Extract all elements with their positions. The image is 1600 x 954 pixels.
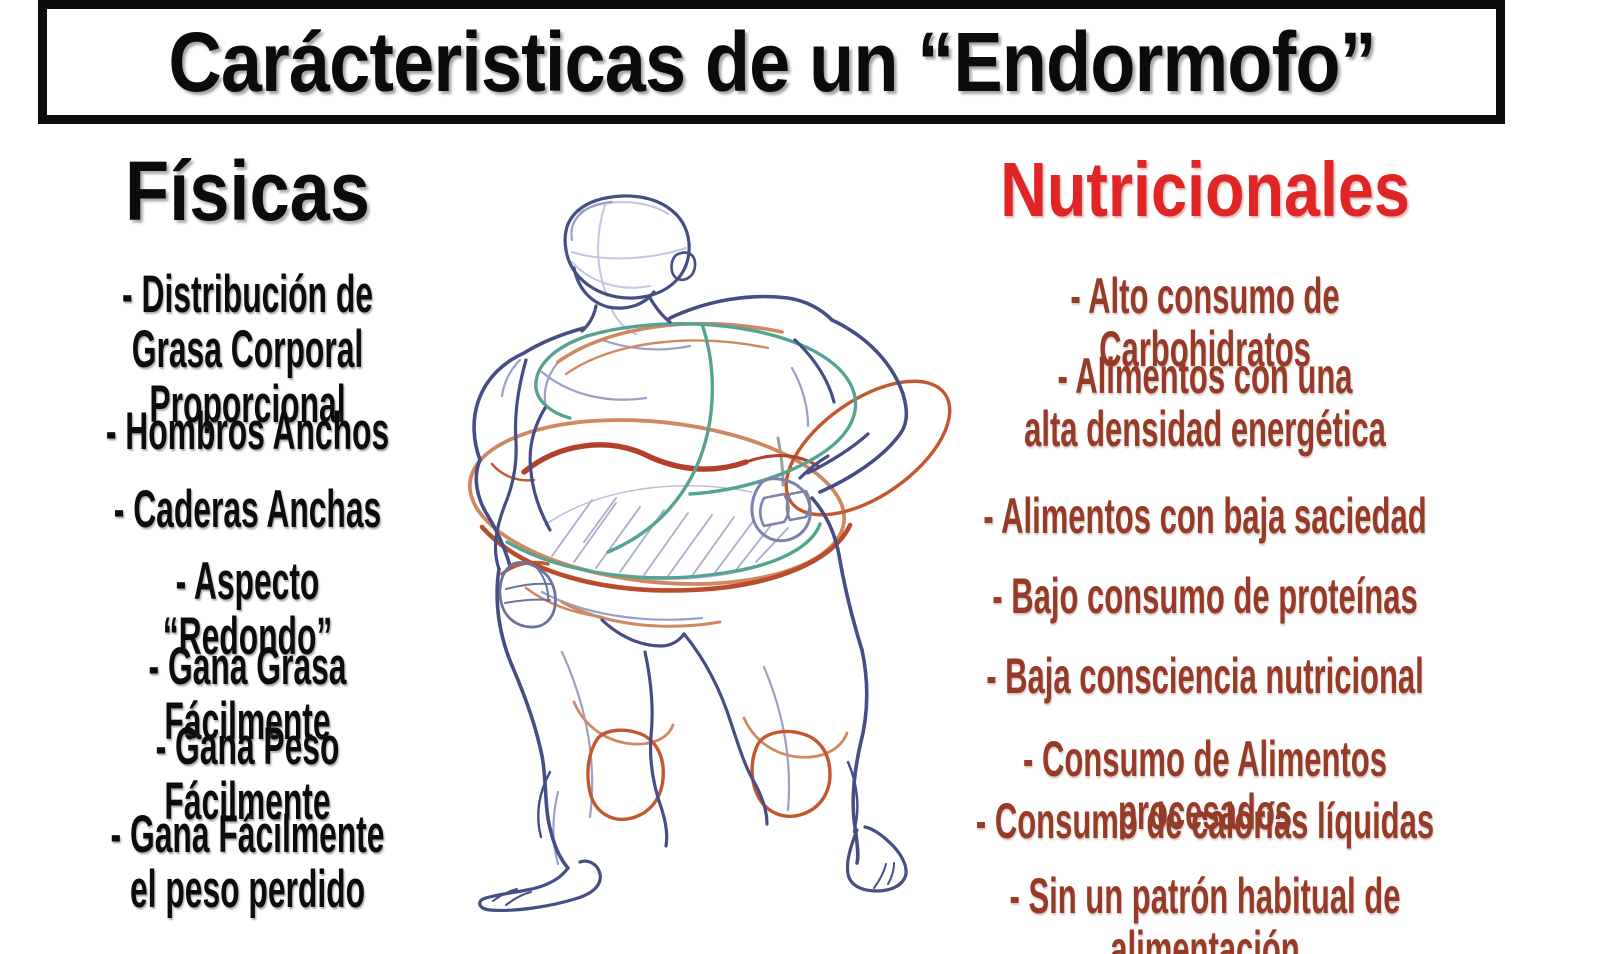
nutritional-item-carbs: - Alto consumo de Carbohidratos (1070, 268, 1340, 377)
physical-item-wide-hips: - Caderas Anchas (113, 480, 382, 539)
body-outline (472, 194, 909, 912)
red-swoosh (521, 442, 820, 475)
physical-item-fat-distribution: - Distribución de Grasa Corporal Proporc… (122, 265, 373, 435)
physical-item-round-look: - Aspecto “Redondo” (162, 552, 333, 667)
nutritional-item-no-pattern: - Sin un patrón habitual de alimentación (1009, 868, 1401, 954)
construction-lines (571, 201, 687, 335)
body-sketch-figure (467, 194, 952, 912)
title-box: Carácteristicas de un “Endormofo” (38, 0, 1505, 124)
physical-item-wide-shoulders: - Hombros Anchos (105, 402, 390, 461)
nutritional-item-energy-density: - Alimentos con una alta densidad energé… (1024, 348, 1386, 457)
physical-section-heading: Físicas (125, 144, 370, 238)
nutritional-section-heading: Nutricionales (1000, 147, 1410, 233)
fist-on-hip (750, 477, 812, 543)
nutritional-item-low-protein: - Bajo consumo de proteínas (992, 568, 1418, 624)
nutritional-item-liquid-calories: - Consumo de calorías líquidas (975, 793, 1435, 849)
teal-construction (505, 322, 858, 580)
nutritional-item-low-awareness: - Baja consciencia nutricional (986, 648, 1424, 704)
orange-construction (479, 379, 952, 821)
page-title: Carácteristicas de un “Endormofo” (167, 14, 1376, 109)
physical-item-gains-weight: - Gana Peso Fácilmente (155, 717, 340, 832)
salmon-construction (467, 321, 849, 759)
nutritional-item-low-satiety: - Alimentos con baja saciedad (983, 488, 1427, 544)
physical-item-gains-fat: - Gana Grasa Fácilmente (148, 637, 347, 752)
nutritional-item-processed-food: - Consumo de Alimentos procesados (1023, 731, 1387, 840)
physical-item-regains-weight: - Gana Fácilmente el peso perdido (110, 805, 385, 920)
